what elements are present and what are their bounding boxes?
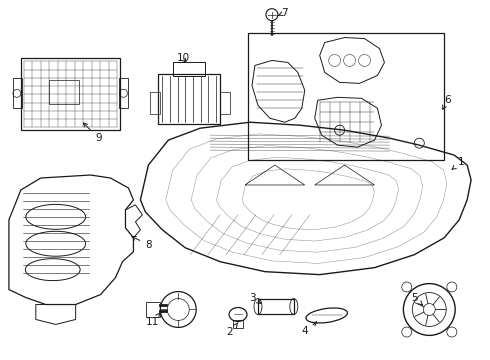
Bar (158, 75, 220, 124)
Bar (13, 78, 22, 108)
Bar (49, 80, 78, 104)
Bar (233, 320, 243, 328)
Text: 3: 3 (248, 293, 261, 303)
Bar (120, 78, 128, 108)
Bar (220, 92, 230, 114)
Bar (147, 302, 160, 318)
Text: 2: 2 (227, 323, 238, 337)
Bar (173, 62, 205, 76)
Text: 5: 5 (411, 293, 423, 305)
Bar (150, 92, 160, 114)
Text: 11: 11 (146, 312, 160, 328)
Text: 7: 7 (278, 8, 288, 18)
Text: 10: 10 (177, 54, 190, 63)
Text: 8: 8 (132, 237, 152, 250)
Bar (258, 298, 294, 315)
Text: 6: 6 (443, 95, 450, 109)
Text: 9: 9 (83, 123, 102, 143)
Text: 1: 1 (452, 157, 465, 169)
Bar (248, 32, 444, 160)
Bar (21, 58, 121, 130)
Text: 4: 4 (301, 322, 317, 336)
